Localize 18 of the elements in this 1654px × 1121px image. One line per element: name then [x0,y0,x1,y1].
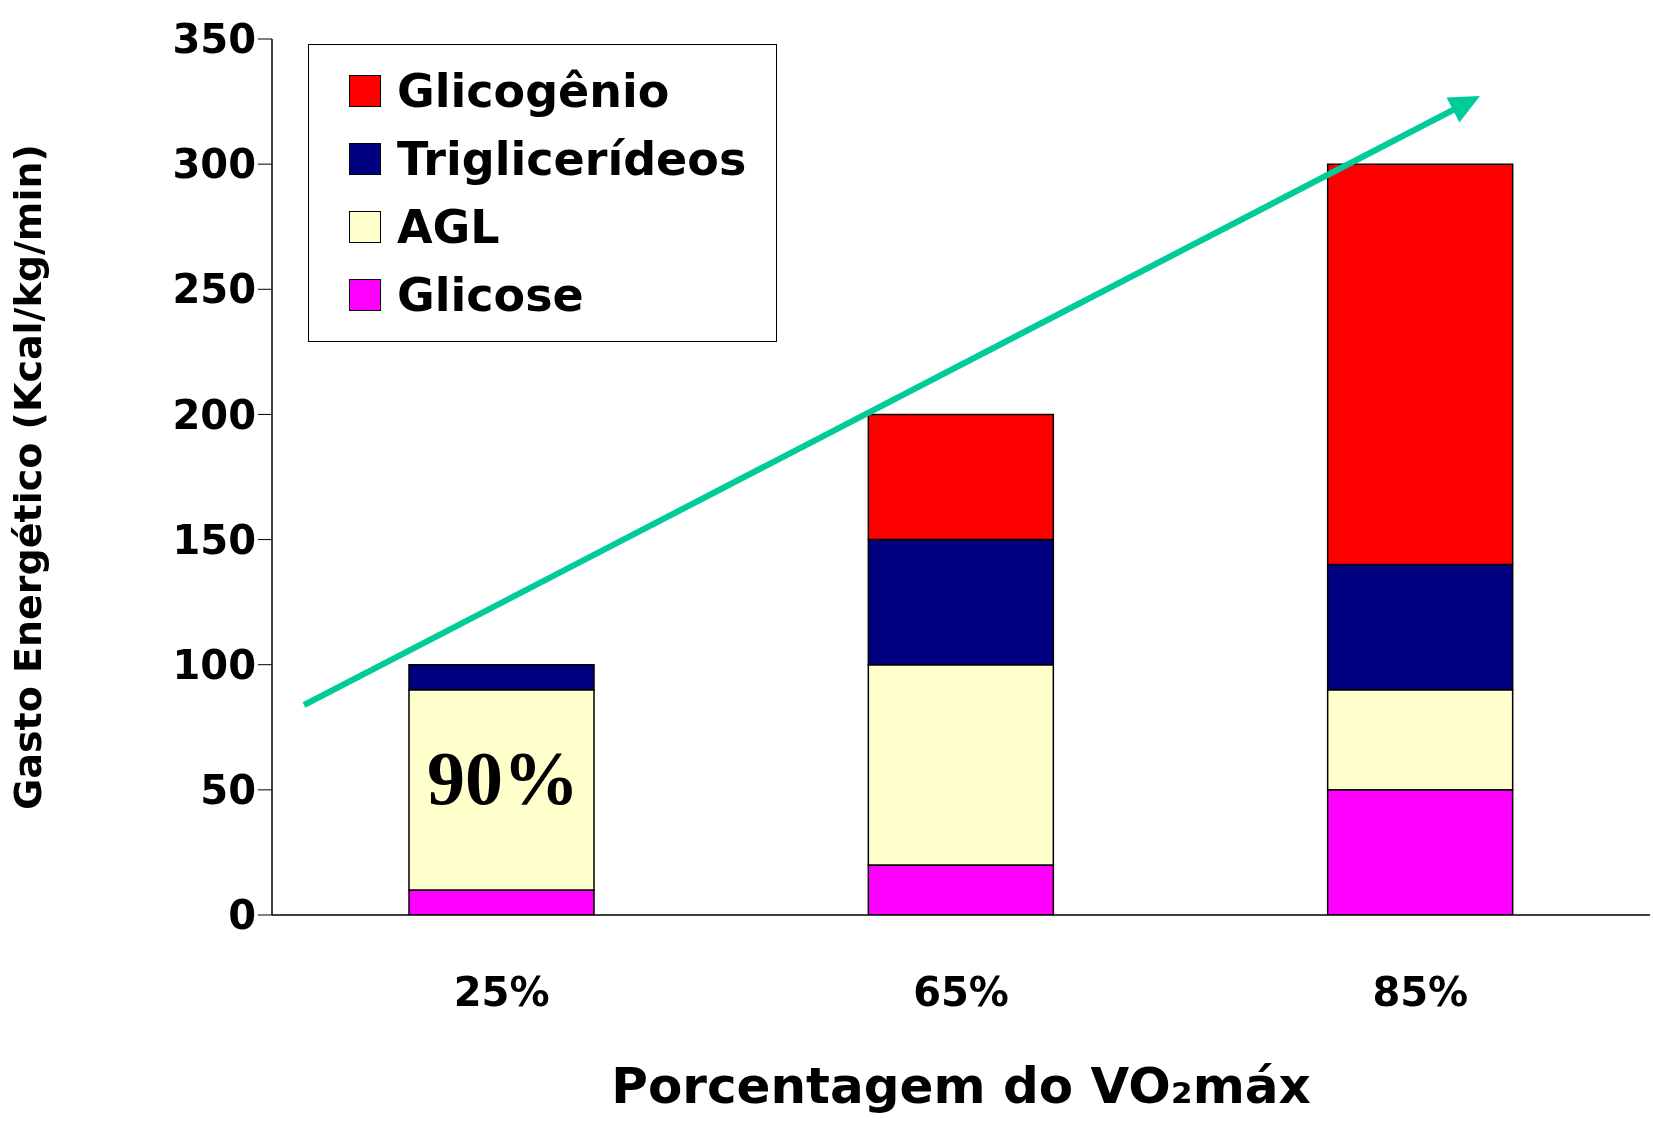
y-tick-label: 300 [172,141,256,188]
y-tick-label: 350 [172,16,256,63]
legend-label: Glicose [397,268,584,322]
x-axis-title: Porcentagem do VO₂máx [611,1057,1311,1115]
x-tick-label: 85% [1372,969,1469,1016]
y-tick-label: 150 [172,516,256,563]
y-axis-title: Gasto Energético (Kcal/kg/min) [6,144,51,810]
legend-label: Glicogênio [397,64,670,118]
legend-label: Triglicerídeos [397,132,747,186]
annotation: 90% [426,736,580,820]
y-tick-label: 200 [172,391,256,438]
y-tick-label: 0 [228,892,256,939]
x-tick-label: 25% [453,969,550,1016]
legend-label: AGL [397,200,500,254]
x-tick-label: 65% [913,969,1009,1016]
y-tick-label: 50 [200,767,256,814]
y-tick-label: 250 [172,266,256,313]
y-tick-label: 100 [172,641,256,688]
